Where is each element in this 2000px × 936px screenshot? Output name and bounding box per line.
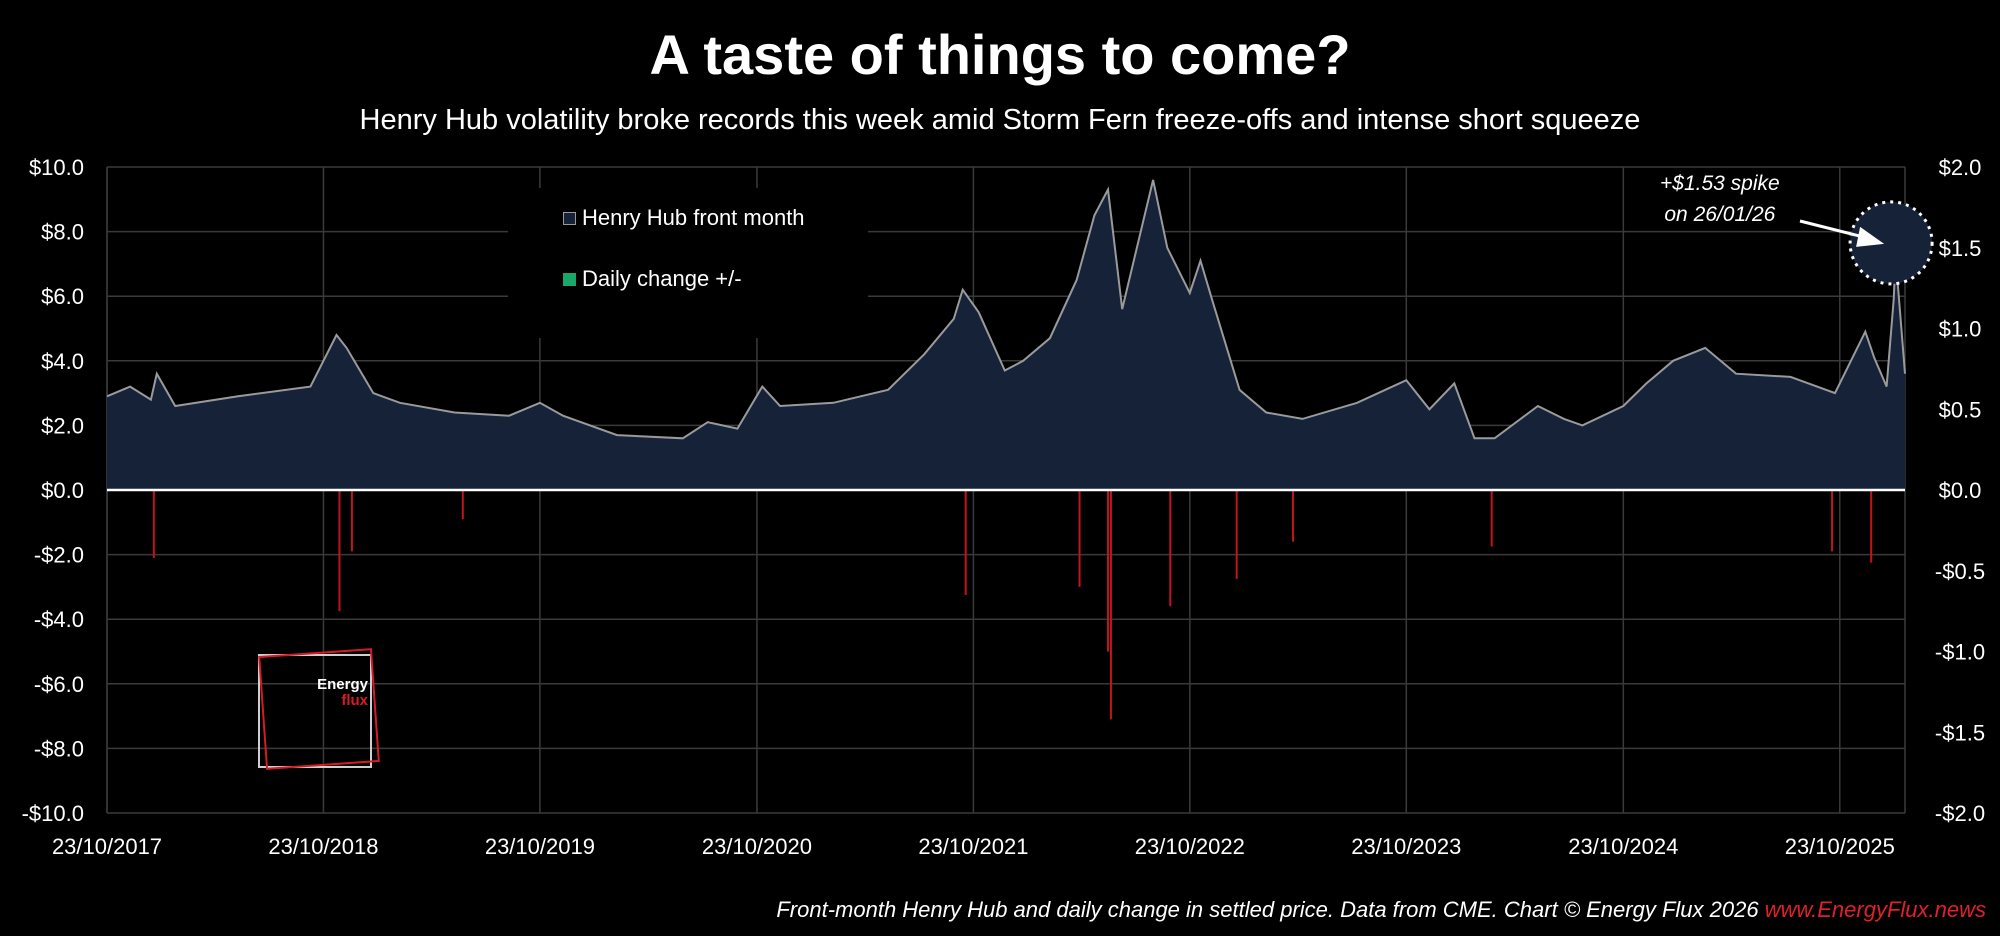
right-axis-tick-label: $0.5 bbox=[1939, 397, 1982, 422]
x-axis: 23/10/2017 23/10/2018 23/10/2019 23/10/2020… bbox=[52, 834, 1895, 859]
left-axis-tick-label: -$8.0 bbox=[34, 736, 84, 761]
x-axis-tick-label: 23/10/2024 bbox=[1568, 834, 1678, 859]
footer-text: Front-month Henry Hub and daily change i… bbox=[776, 897, 1765, 922]
left-axis-tick-label: -$10.0 bbox=[22, 801, 84, 826]
left-axis-tick-label: $10.0 bbox=[29, 155, 84, 180]
spike-circle bbox=[1848, 200, 1934, 286]
right-axis-tick-label: $0.0 bbox=[1939, 478, 1982, 503]
logo-text-flux: flux bbox=[341, 692, 368, 709]
left-axis-tick-label: $8.0 bbox=[41, 220, 84, 245]
legend-item-change: Daily change +/- bbox=[563, 266, 742, 292]
logo-text-energy: Energy bbox=[317, 676, 368, 693]
right-axis-tick-label: -$1.0 bbox=[1935, 640, 1985, 665]
legend-item-price: Henry Hub front month bbox=[563, 205, 805, 231]
left-axis: $10.0 $8.0 $6.0 $4.0 $2.0 $0.0 -$2.0 -$4.0 -$6.0… bbox=[22, 155, 84, 826]
spike-arrowhead bbox=[1856, 226, 1885, 247]
spike-annotation bbox=[1799, 200, 1934, 286]
logo-square-outer bbox=[258, 654, 372, 768]
footer-site-link[interactable]: www.EnergyFlux.news bbox=[1764, 897, 1986, 922]
left-axis-tick-label: -$6.0 bbox=[34, 672, 84, 697]
chart-subtitle: Henry Hub volatility broke records this … bbox=[359, 104, 1641, 136]
right-axis-tick-label: $1.0 bbox=[1939, 317, 1982, 342]
legend-label-change: Daily change +/- bbox=[582, 266, 742, 291]
left-axis-tick-label: -$4.0 bbox=[34, 607, 84, 632]
x-axis-tick-label: 23/10/2023 bbox=[1351, 834, 1461, 859]
energy-flux-logo: Energy flux bbox=[258, 648, 380, 770]
spike-annotation-text: +$1.53 spike on 26/01/26 bbox=[1660, 168, 1780, 230]
logo-square-red bbox=[258, 648, 380, 770]
left-axis-tick-label: -$2.0 bbox=[34, 543, 84, 568]
x-axis-tick-label: 23/10/2017 bbox=[52, 834, 162, 859]
price-area bbox=[107, 179, 1905, 490]
x-axis-tick-label: 23/10/2021 bbox=[918, 834, 1028, 859]
x-axis-tick-label: 23/10/2020 bbox=[702, 834, 812, 859]
legend-label-price: Henry Hub front month bbox=[582, 205, 805, 230]
price-line bbox=[106, 179, 1906, 440]
left-axis-tick-label: $4.0 bbox=[41, 349, 84, 374]
x-axis-tick-label: 23/10/2022 bbox=[1135, 834, 1245, 859]
legend-swatch-change bbox=[563, 272, 576, 286]
right-axis-tick-label: -$1.5 bbox=[1935, 720, 1985, 745]
annotation-line-1: +$1.53 spike bbox=[1660, 172, 1780, 195]
left-axis-tick-label: $6.0 bbox=[41, 284, 84, 309]
right-axis-tick-label: -$0.5 bbox=[1935, 559, 1985, 584]
left-axis-tick-label: $2.0 bbox=[41, 413, 84, 438]
right-axis-tick-label: $1.5 bbox=[1939, 236, 1982, 261]
x-axis-tick-label: 23/10/2018 bbox=[268, 834, 378, 859]
right-axis-tick-label: -$2.0 bbox=[1935, 801, 1985, 826]
legend-swatch-price bbox=[563, 211, 576, 225]
left-axis-tick-label: $0.0 bbox=[41, 478, 84, 503]
right-axis: $2.0 $1.5 $1.0 $0.5 $0.0 -$0.5 -$1.0 -$1.5 -$2.0 bbox=[1935, 155, 1985, 826]
annotation-line-2: on 26/01/26 bbox=[1664, 203, 1776, 226]
chart-title: A taste of things to come? bbox=[649, 23, 1351, 86]
right-axis-tick-label: $2.0 bbox=[1939, 155, 1982, 180]
x-axis-tick-label: 23/10/2019 bbox=[485, 834, 595, 859]
footer-credit: Front-month Henry Hub and daily change i… bbox=[776, 897, 1986, 923]
x-axis-tick-label: 23/10/2025 bbox=[1785, 834, 1895, 859]
